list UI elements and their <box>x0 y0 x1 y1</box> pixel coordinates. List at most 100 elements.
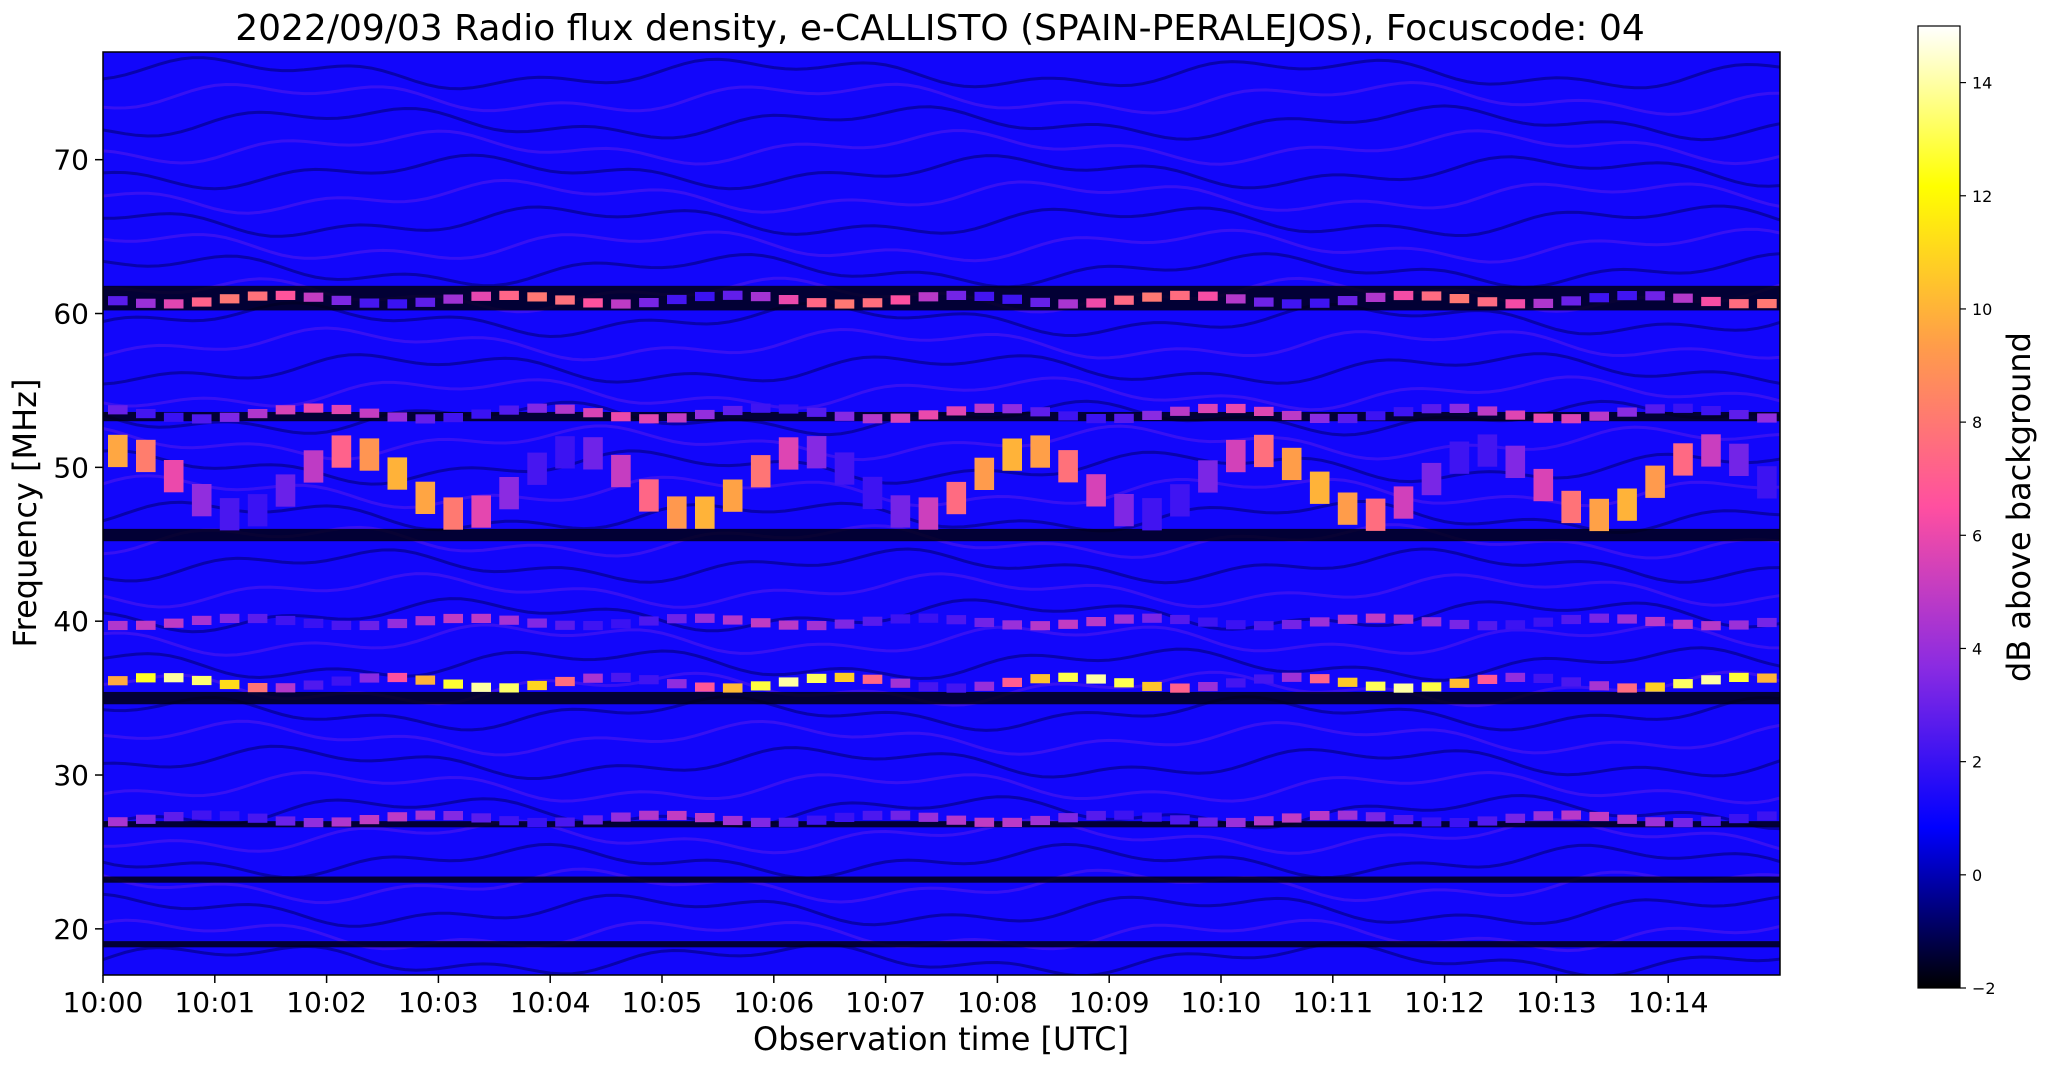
spectrogram-burst <box>1477 434 1498 467</box>
spectrogram-burst <box>611 812 631 822</box>
spectrogram-stripe <box>103 818 1780 855</box>
spectrogram-burst <box>1281 672 1302 682</box>
spectrogram-burst <box>1309 471 1330 504</box>
spectrogram-burst <box>1617 488 1637 521</box>
spectrogram-burst <box>1477 674 1498 684</box>
spectrogram-burst <box>1533 298 1554 308</box>
spectrogram-burst <box>1533 413 1554 423</box>
spectrogram-burst <box>527 618 547 628</box>
spectrogram-burst <box>331 435 352 468</box>
spectrogram-burst <box>918 497 939 530</box>
spectrogram-burst <box>1058 672 1078 682</box>
spectrogram-burst <box>778 817 799 827</box>
spectrogram-burst <box>1309 298 1330 308</box>
spectrogram-burst <box>1673 818 1693 828</box>
spectrogram-burst <box>1198 291 1218 301</box>
spectrogram-burst <box>1337 677 1358 687</box>
spectrogram-burst <box>1281 619 1302 630</box>
spectrogram-burst <box>750 681 771 691</box>
spectrogram-stripe <box>103 80 1780 116</box>
spectrogram-burst <box>1254 297 1274 307</box>
spectrogram-burst <box>695 409 715 420</box>
spectrogram-burst <box>583 621 603 631</box>
colorbar-tick-label: 12 <box>1972 187 1992 206</box>
spectrogram-burst <box>1142 498 1162 531</box>
spectrogram-burst <box>890 295 911 305</box>
spectrogram-burst <box>191 484 212 517</box>
spectrogram-burst <box>1533 673 1554 683</box>
spectrogram-burst <box>1533 468 1554 502</box>
spectrogram-stripe <box>103 572 1780 609</box>
spectrogram-burst <box>834 299 855 309</box>
spectrogram-burst <box>750 292 771 302</box>
spectrogram-burst <box>1645 465 1665 498</box>
spectrogram-burst <box>834 812 855 822</box>
spectrogram-burst <box>247 291 268 301</box>
spectrogram-burst <box>974 681 995 691</box>
spectrogram-burst <box>1198 682 1218 692</box>
spectrogram-burst <box>443 413 463 423</box>
spectrogram-burst <box>108 817 128 827</box>
spectrogram-burst <box>862 810 883 820</box>
y-axis-ticks: 20 30 40 50 60 70 <box>53 144 103 946</box>
spectrogram-burst <box>331 620 352 630</box>
spectrogram-burst <box>1701 406 1721 416</box>
spectrogram-burst <box>806 621 827 631</box>
spectrogram-burst <box>1449 818 1470 828</box>
spectrogram-stripe <box>103 326 1780 362</box>
spectrogram-burst <box>1449 619 1470 630</box>
spectrogram-burst <box>1421 817 1442 827</box>
spectrogram-burst <box>191 297 212 307</box>
spectrogram-burst <box>750 455 771 488</box>
spectrogram-stripe <box>103 227 1780 264</box>
spectrogram-burst <box>1477 406 1498 416</box>
spectrogram-burst <box>1114 678 1134 688</box>
spectrogram-image <box>103 52 1780 975</box>
spectrogram-burst <box>583 815 603 825</box>
spectrogram-burst <box>639 298 659 308</box>
spectrogram-burst <box>471 495 491 528</box>
spectrogram-burst <box>1365 812 1386 822</box>
spectrogram-burst <box>108 620 128 631</box>
x-tick-label: 10:13 <box>1516 986 1597 1019</box>
spectrogram-burst <box>1449 678 1470 688</box>
y-tick-label: 60 <box>53 298 89 331</box>
spectrogram-burst <box>108 434 128 468</box>
spectrogram-burst <box>1086 674 1106 684</box>
spectrogram-burst <box>1477 621 1498 631</box>
spectrogram-burst <box>1226 294 1246 304</box>
spectrogram-burst <box>191 675 212 686</box>
spectrogram-burst <box>834 411 855 421</box>
spectrogram-burst <box>527 680 547 691</box>
spectrogram-burst <box>1477 816 1498 826</box>
spectrogram-burst <box>1114 413 1134 423</box>
spectrogram-burst <box>722 479 743 512</box>
spectrogram-burst <box>1030 815 1050 826</box>
spectrogram-burst <box>1030 674 1050 684</box>
spectrogram-stripe <box>103 252 1780 289</box>
x-axis-label: Observation time [UTC] <box>753 1020 1129 1058</box>
spectrogram-burst <box>275 474 296 507</box>
spectrogram-burst <box>918 613 939 623</box>
spectrogram-burst <box>1477 297 1498 307</box>
spectrogram-burst <box>219 811 240 821</box>
spectrogram-burst <box>1086 414 1106 424</box>
spectrogram-burst <box>1617 814 1637 824</box>
spectrogram-burst <box>1505 620 1526 630</box>
spectrogram-burst <box>1226 403 1246 414</box>
spectrogram-stripe <box>103 892 1780 928</box>
spectrogram-burst <box>471 813 491 823</box>
spectrogram-burst <box>667 413 687 423</box>
spectrogram-burst <box>443 497 463 530</box>
spectrogram-burst <box>136 439 156 473</box>
spectrogram-stripe <box>103 448 1780 486</box>
spectrogram-burst <box>1589 613 1609 623</box>
x-tick-label: 10:02 <box>286 986 367 1019</box>
spectrogram-burst <box>1337 296 1358 306</box>
spectrogram-burst <box>639 675 659 685</box>
spectrogram-burst <box>387 412 408 422</box>
spectrogram-burst <box>1449 403 1470 413</box>
spectrogram-dark-band <box>103 691 1780 705</box>
spectrogram-burst <box>1058 619 1078 629</box>
spectrogram-burst <box>1309 413 1330 423</box>
